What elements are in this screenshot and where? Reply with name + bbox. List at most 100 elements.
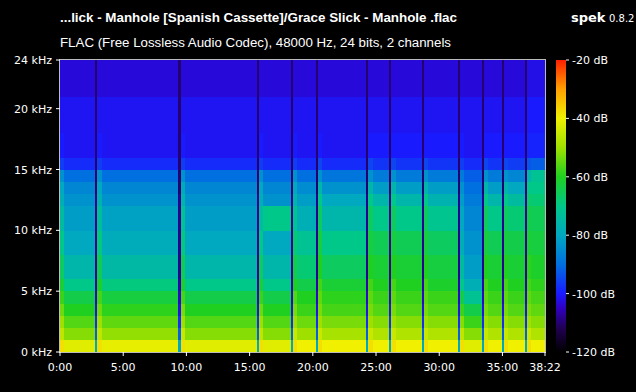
cell xyxy=(366,182,368,194)
cell xyxy=(531,97,545,134)
cell xyxy=(291,194,293,206)
cell xyxy=(482,291,484,303)
cell xyxy=(391,291,396,303)
cell xyxy=(102,133,179,158)
cell xyxy=(525,133,527,158)
cell xyxy=(102,60,179,97)
colorbar-tick-label: -20 dB xyxy=(572,54,608,67)
cell xyxy=(527,255,532,280)
cell xyxy=(257,182,259,194)
cell xyxy=(482,303,484,315)
cell xyxy=(263,255,291,280)
cell xyxy=(318,206,323,231)
cell xyxy=(482,133,484,158)
cell xyxy=(181,206,186,231)
cell xyxy=(291,328,293,340)
cell xyxy=(293,133,298,158)
y-tick xyxy=(56,60,60,61)
cell xyxy=(484,194,489,206)
cell xyxy=(368,157,373,169)
cell xyxy=(484,206,489,231)
cell xyxy=(97,340,102,352)
cell xyxy=(464,206,482,231)
cell xyxy=(422,170,424,182)
cell xyxy=(291,303,293,315)
x-tick-label: 10:00 xyxy=(171,361,203,374)
cell xyxy=(97,279,102,291)
spectrogram-chart: ...lick - Manhole [Spanish Cassette]/Gra… xyxy=(0,0,636,392)
cell xyxy=(178,182,180,194)
cell xyxy=(185,133,257,158)
cell xyxy=(366,303,368,315)
cell xyxy=(60,316,65,328)
cell xyxy=(428,206,458,231)
cell xyxy=(366,291,368,303)
x-tick xyxy=(439,352,440,356)
cell xyxy=(291,340,293,352)
cell xyxy=(482,279,484,291)
cell xyxy=(531,206,545,231)
cell xyxy=(291,206,293,231)
cell xyxy=(366,206,368,231)
cell xyxy=(482,97,484,134)
cell xyxy=(178,291,180,303)
cell xyxy=(259,340,264,352)
cell xyxy=(293,316,298,328)
cell xyxy=(482,170,484,182)
cell xyxy=(527,340,532,352)
cell xyxy=(102,170,179,182)
cell xyxy=(95,316,97,328)
plot-frame xyxy=(60,60,546,353)
cell xyxy=(263,340,291,352)
cell xyxy=(531,133,545,158)
cell xyxy=(95,97,97,134)
cell xyxy=(482,230,484,255)
cell xyxy=(389,60,391,97)
cell xyxy=(482,255,484,280)
cell xyxy=(368,303,373,315)
cell xyxy=(391,133,396,158)
cell xyxy=(488,255,502,280)
cell xyxy=(508,291,525,303)
cell xyxy=(422,230,424,255)
cell xyxy=(95,303,97,315)
cell xyxy=(181,97,186,134)
cell xyxy=(458,255,460,280)
cell xyxy=(60,279,65,291)
cell xyxy=(373,97,390,134)
cell xyxy=(464,328,482,340)
cell xyxy=(322,303,366,315)
cell xyxy=(297,279,316,291)
cell xyxy=(316,157,318,169)
cell xyxy=(181,157,186,169)
cell xyxy=(293,303,298,315)
cell xyxy=(464,157,482,169)
cell xyxy=(396,157,422,169)
cell xyxy=(464,182,482,194)
cell xyxy=(297,157,316,169)
cell xyxy=(368,97,373,134)
cell xyxy=(185,328,257,340)
app-version: 0.8.2 xyxy=(609,13,634,24)
cell xyxy=(293,182,298,194)
cell xyxy=(527,206,532,231)
cell xyxy=(502,255,504,280)
cell xyxy=(458,230,460,255)
cell xyxy=(64,328,95,340)
cell xyxy=(504,291,509,303)
cell xyxy=(464,279,482,291)
colorbar-tick-label: -60 dB xyxy=(572,171,608,184)
cell xyxy=(257,279,259,291)
cell xyxy=(185,255,257,280)
cell xyxy=(316,170,318,182)
cell xyxy=(102,157,179,169)
cell xyxy=(257,303,259,315)
cell xyxy=(368,291,373,303)
cell xyxy=(60,328,65,340)
cell xyxy=(527,279,532,291)
cell xyxy=(181,194,186,206)
cell xyxy=(389,316,391,328)
cell xyxy=(460,206,465,231)
cell xyxy=(64,279,95,291)
cell xyxy=(504,255,509,280)
